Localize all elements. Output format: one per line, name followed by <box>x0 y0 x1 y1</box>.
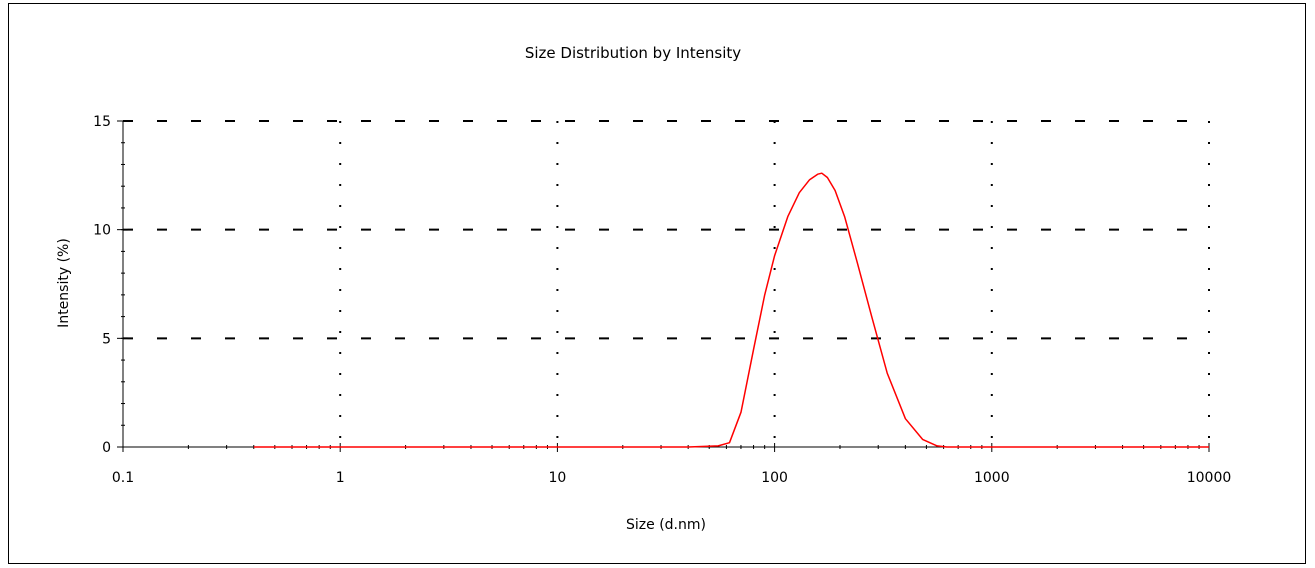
y-tick-label: 15 <box>93 114 111 130</box>
x-tick-label: 10 <box>548 470 566 486</box>
x-tick-label: 100 <box>761 470 788 486</box>
y-tick-label: 5 <box>102 331 111 347</box>
chart-title: Size Distribution by Intensity <box>525 44 741 62</box>
x-axis-label: Size (d.nm) <box>626 517 706 533</box>
intensity-series-line <box>253 172 1209 448</box>
y-axis-label: Intensity (%) <box>56 238 72 328</box>
series-group <box>253 172 1209 448</box>
y-tick-labels: 0 5 10 15 <box>93 114 111 456</box>
x-tick-labels: 0.1 1 10 100 1000 10000 <box>112 470 1231 486</box>
x-tick-label: 0.1 <box>112 470 134 486</box>
x-tick-label: 1000 <box>974 470 1010 486</box>
x-tick-label: 1 <box>336 470 345 486</box>
grid-lines <box>123 120 1210 447</box>
y-tick-label: 0 <box>102 440 111 456</box>
y-tick-label: 10 <box>93 223 111 239</box>
x-tick-label: 10000 <box>1187 470 1232 486</box>
axes <box>117 120 1210 452</box>
chart-frame <box>8 3 1306 564</box>
